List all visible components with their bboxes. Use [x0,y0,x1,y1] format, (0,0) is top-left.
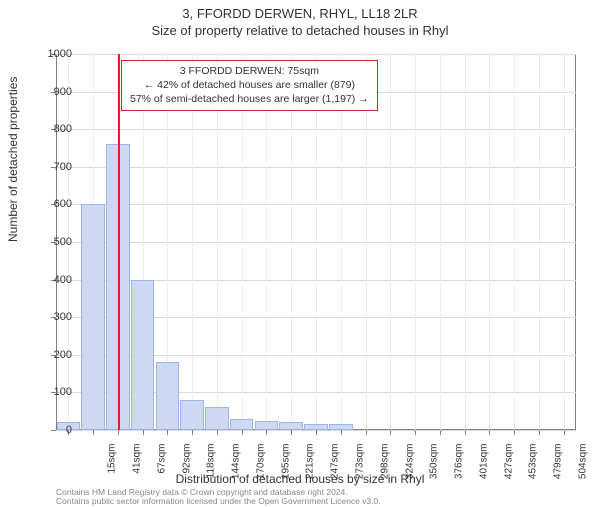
xtick-label: 15sqm [107,444,118,484]
ytick-label: 300 [32,311,72,323]
xtick-mark [341,430,342,435]
annotation-line-3: 57% of semi-detached houses are larger (… [130,92,369,106]
xtick-mark [192,430,193,435]
xtick-mark [217,430,218,435]
xtick-label: 350sqm [429,444,440,484]
gridline-v [440,54,441,430]
ytick-label: 800 [32,123,72,135]
xtick-mark [366,430,367,435]
xtick-mark [266,430,267,435]
xtick-mark [291,430,292,435]
xtick-label: 41sqm [132,444,143,484]
footer-attribution: Contains HM Land Registry data © Crown c… [56,488,381,507]
bar [279,422,303,430]
xtick-mark [316,430,317,435]
xtick-mark [514,430,515,435]
xtick-mark [93,430,94,435]
xtick-label: 247sqm [330,444,341,484]
xtick-label: 273sqm [355,444,366,484]
ytick-label: 0 [32,424,72,436]
gridline-v [465,54,466,430]
xtick-label: 298sqm [379,444,390,484]
ytick-label: 1000 [32,48,72,60]
ytick-label: 900 [32,86,72,98]
xtick-mark [564,430,565,435]
chart-container: 3, FFORDD DERWEN, RHYL, LL18 2LR Size of… [0,6,600,506]
annotation-line-2: ← 42% of detached houses are smaller (87… [130,78,369,92]
xtick-mark [465,430,466,435]
xtick-label: 221sqm [305,444,316,484]
bar [156,362,180,430]
bar [81,204,105,430]
xtick-label: 427sqm [503,444,514,484]
xtick-label: 376sqm [454,444,465,484]
ytick-label: 200 [32,349,72,361]
xtick-mark [440,430,441,435]
footer-line-2: Contains public sector information licen… [56,497,381,506]
ytick-label: 700 [32,161,72,173]
annotation-line-1: 3 FFORDD DERWEN: 75sqm [130,64,369,78]
xtick-label: 118sqm [206,444,217,484]
gridline-v [564,54,565,430]
plot-area: 3 FFORDD DERWEN: 75sqm← 42% of detached … [56,54,576,430]
xtick-label: 453sqm [528,444,539,484]
xtick-mark [242,430,243,435]
bar [230,419,254,430]
xtick-label: 67sqm [156,444,167,484]
xtick-label: 324sqm [404,444,415,484]
bar [180,400,204,430]
gridline-v [390,54,391,430]
xtick-label: 479sqm [553,444,564,484]
xtick-label: 92sqm [181,444,192,484]
xtick-label: 170sqm [255,444,266,484]
y-axis-label: Number of detached properties [6,77,20,242]
bar [205,407,229,430]
ytick-label: 500 [32,236,72,248]
bar [131,280,155,430]
xtick-label: 401sqm [478,444,489,484]
xtick-mark [415,430,416,435]
gridline-v [489,54,490,430]
xtick-mark [489,430,490,435]
xtick-mark [167,430,168,435]
chart-title-1: 3, FFORDD DERWEN, RHYL, LL18 2LR [0,6,600,21]
bar [255,421,279,430]
xtick-label: 195sqm [280,444,291,484]
xtick-label: 504sqm [577,444,588,484]
ytick-label: 600 [32,198,72,210]
ytick-label: 100 [32,386,72,398]
xtick-mark [390,430,391,435]
gridline-v [514,54,515,430]
annotation-box: 3 FFORDD DERWEN: 75sqm← 42% of detached … [121,60,378,111]
xtick-mark [539,430,540,435]
gridline-v [415,54,416,430]
xtick-mark [118,430,119,435]
xtick-label: 144sqm [231,444,242,484]
ytick-label: 400 [32,274,72,286]
xtick-mark [143,430,144,435]
gridline-v [539,54,540,430]
chart-title-2: Size of property relative to detached ho… [0,23,600,38]
